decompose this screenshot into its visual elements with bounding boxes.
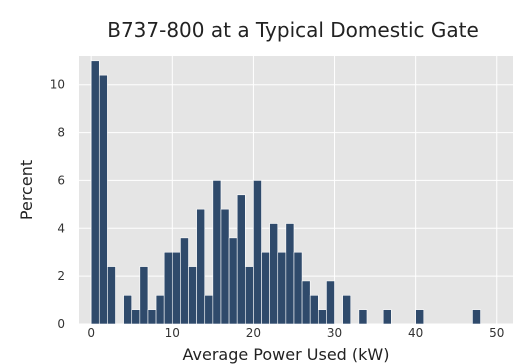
- histogram-bar: [98, 74, 108, 325]
- histogram-bar: [326, 280, 335, 325]
- histogram-bar: [261, 251, 270, 325]
- histogram-bar: [415, 309, 425, 325]
- histogram-bar: [123, 294, 133, 325]
- histogram-bar: [236, 194, 246, 325]
- y-tick-label: 4: [57, 221, 65, 235]
- chart-title: B737-800 at a Typical Domestic Gate: [107, 18, 479, 42]
- x-tick-labels: 0 10 20 30 40 50: [87, 326, 504, 340]
- histogram-bar: [358, 309, 368, 325]
- histogram-bar: [155, 294, 165, 325]
- y-tick-label: 10: [50, 78, 65, 92]
- histogram-bar: [277, 251, 287, 325]
- histogram-bar: [220, 208, 230, 325]
- histogram-bar: [253, 180, 262, 325]
- histogram-bar: [180, 237, 189, 325]
- histogram-bar: [293, 251, 303, 325]
- histogram-bar: [318, 309, 327, 325]
- histogram-bar: [163, 251, 173, 325]
- x-tick-label: 40: [408, 326, 423, 340]
- x-tick-label: 10: [165, 326, 180, 340]
- bars: [90, 60, 481, 325]
- histogram-bar: [382, 309, 392, 325]
- x-tick-label: 0: [87, 326, 95, 340]
- histogram-bar: [244, 266, 254, 325]
- histogram-bar: [139, 266, 149, 325]
- histogram-bar: [147, 309, 157, 325]
- y-tick-label: 0: [57, 317, 65, 331]
- y-tick-label: 8: [57, 126, 65, 140]
- histogram-bar: [171, 251, 181, 325]
- histogram-bar: [188, 266, 197, 325]
- x-tick-label: 50: [489, 326, 504, 340]
- y-tick-label: 6: [57, 173, 65, 187]
- histogram-bar: [269, 223, 279, 325]
- x-tick-label: 30: [327, 326, 342, 340]
- histogram-bar: [301, 280, 311, 325]
- histogram-bar: [131, 309, 141, 325]
- histogram-bar: [90, 60, 100, 325]
- histogram-bar: [107, 266, 116, 325]
- x-tick-label: 20: [246, 326, 261, 340]
- histogram-bar: [472, 309, 481, 325]
- histogram-bar: [228, 237, 238, 325]
- y-tick-label: 2: [57, 269, 65, 283]
- histogram-bar: [212, 180, 222, 325]
- y-axis-label: Percent: [17, 160, 36, 220]
- histogram-bar: [204, 294, 214, 325]
- histogram-bar: [196, 208, 206, 325]
- histogram-bar: [309, 294, 319, 325]
- histogram-bar: [342, 294, 352, 325]
- histogram-bar: [285, 223, 295, 325]
- x-axis-label: Average Power Used (kW): [183, 345, 390, 364]
- y-tick-labels: 0 2 4 6 8 10: [50, 78, 65, 331]
